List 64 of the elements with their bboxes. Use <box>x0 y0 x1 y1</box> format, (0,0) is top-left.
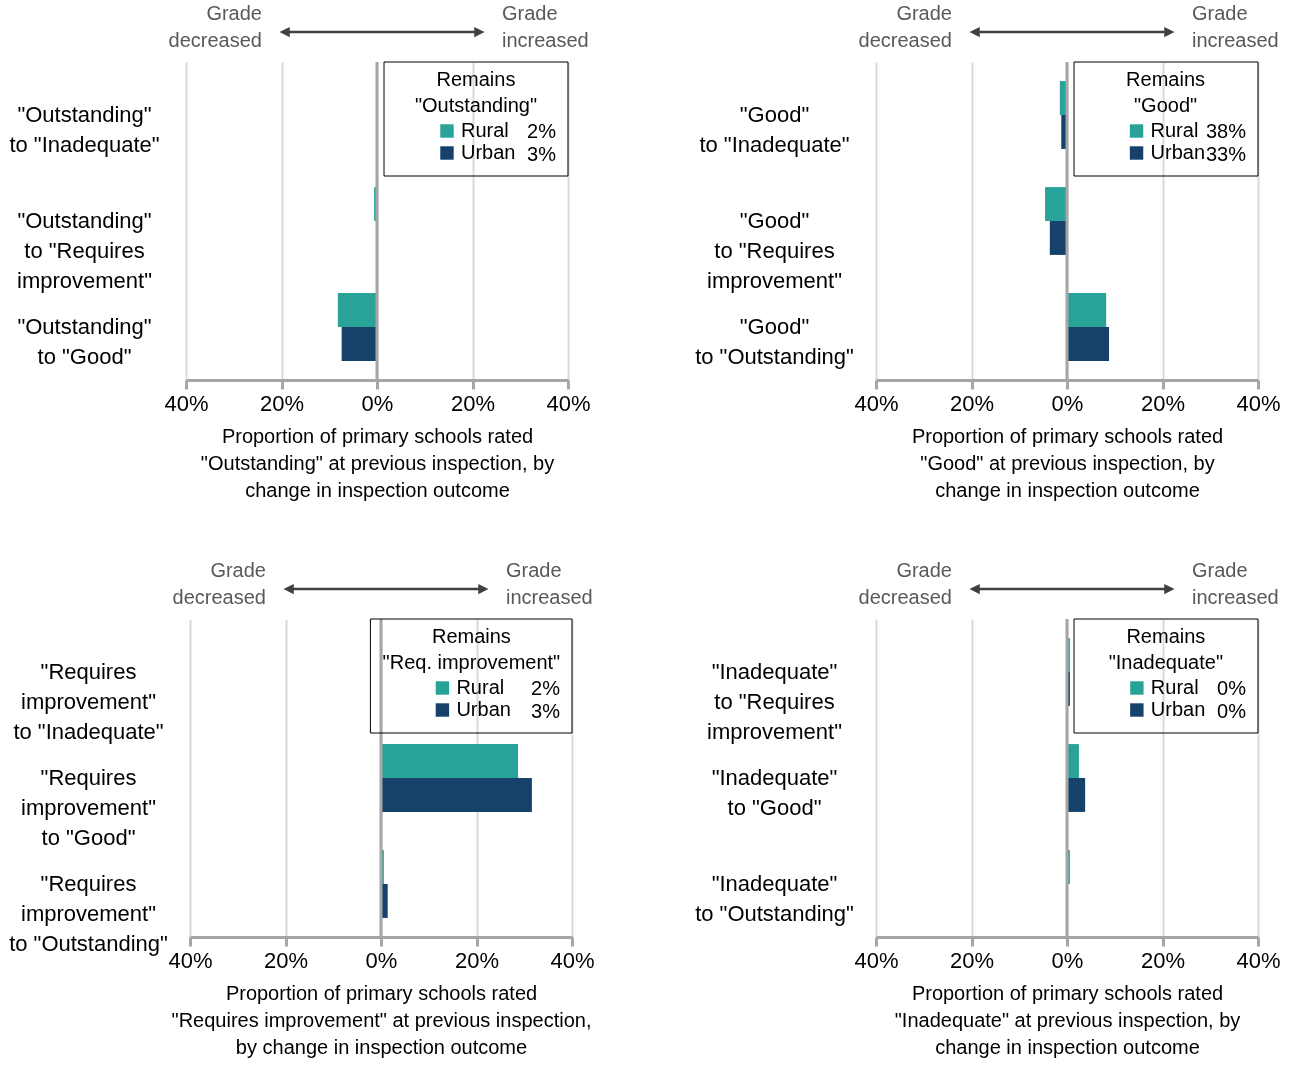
legend-label: Urban <box>1150 698 1206 720</box>
x-tick-label: 40% <box>854 947 899 973</box>
text: Grade decreased <box>168 2 262 51</box>
x-tick-label: 40% <box>854 390 899 416</box>
y-tick-label: "Requires improvement" to "Good" <box>21 765 156 850</box>
x-tick-label: 0% <box>361 390 394 416</box>
legend-label: Urban <box>460 141 516 163</box>
x-tick-label: 0% <box>1051 390 1084 416</box>
text: Grade decreased <box>858 559 952 608</box>
x-axis-title: Proportion of primary schools rated "Outstanding" at previous inspection, by change in inspection outcome <box>200 424 555 501</box>
text: Grade decreased <box>858 2 952 51</box>
legend-title: Remains "Outstanding" <box>414 68 538 116</box>
annotation: 0% <box>1217 677 1247 699</box>
annotation: 33% <box>1205 143 1247 165</box>
x-tick-label: 20% <box>454 947 500 973</box>
text: Grade increased <box>1192 559 1279 608</box>
x-tick-label: 0% <box>1051 947 1084 973</box>
text: Grade increased <box>1192 2 1279 51</box>
annotation: 3% <box>531 700 561 722</box>
y-tick-label: "Inadequate" to "Requires improvement" <box>707 659 842 744</box>
legend-title: Remains "Inadequate" <box>1108 625 1223 673</box>
legend-label: Rural <box>1150 676 1199 698</box>
legend-label: Rural <box>456 676 505 698</box>
text: Grade decreased <box>172 559 266 608</box>
annotation: 0% <box>1217 700 1247 722</box>
y-tick-label: "Requires improvement" to "Inadequate" <box>13 659 164 744</box>
x-tick-label: 20% <box>450 390 496 416</box>
annotation: 2% <box>531 677 561 699</box>
annotation: 3% <box>527 143 557 165</box>
x-axis-title: Proportion of primary schools rated "Inadequate" at previous inspection, by change in inspection outcome <box>894 981 1241 1058</box>
y-tick-label: "Inadequate" to "Outstanding" <box>695 871 854 926</box>
y-tick-label: "Good" to "Inadequate" <box>699 102 850 157</box>
x-tick-label: 20% <box>263 947 309 973</box>
x-tick-label: 40% <box>1236 947 1281 973</box>
x-tick-label: 40% <box>164 390 209 416</box>
y-tick-label: "Inadequate" to "Good" <box>711 765 838 820</box>
x-axis-title: Proportion of primary schools rated "Requires improvement" at previous inspection, by change in inspection outcome <box>171 981 592 1058</box>
x-tick-label: 20% <box>1140 390 1186 416</box>
x-tick-label: 40% <box>168 947 213 973</box>
legend-label: Rural <box>1150 119 1199 141</box>
text: Grade increased <box>506 559 593 608</box>
y-tick-label: "Requires improvement" to "Outstanding" <box>9 871 168 956</box>
legend-title: Remains "Req. improvement" <box>382 625 561 673</box>
y-tick-label: "Good" to "Requires improvement" <box>707 208 842 293</box>
legend-label: Urban <box>456 698 511 720</box>
y-tick-label: "Outstanding" to "Inadequate" <box>9 102 160 157</box>
x-tick-label: 20% <box>949 947 995 973</box>
legend-label: Urban <box>1150 141 1206 163</box>
y-tick-label: "Outstanding" to "Good" <box>17 314 152 369</box>
x-tick-label: 40% <box>546 390 591 416</box>
x-tick-label: 40% <box>1236 390 1281 416</box>
text: Grade increased <box>502 2 589 51</box>
x-tick-label: 0% <box>365 947 398 973</box>
annotation: 2% <box>527 120 557 142</box>
y-tick-label: "Good" to "Outstanding" <box>695 314 854 369</box>
x-tick-label: 20% <box>1140 947 1186 973</box>
x-tick-label: 40% <box>550 947 595 973</box>
x-axis-title: Proportion of primary schools rated "Good" at previous inspection, by change in inspection outcome <box>911 424 1224 501</box>
annotation: 38% <box>1205 120 1247 142</box>
legend-title: Remains "Good" <box>1126 68 1205 116</box>
x-tick-label: 20% <box>259 390 305 416</box>
y-tick-label: "Outstanding" to "Requires improvement" <box>17 208 152 293</box>
x-tick-label: 20% <box>949 390 995 416</box>
legend-label: Rural <box>460 119 509 141</box>
